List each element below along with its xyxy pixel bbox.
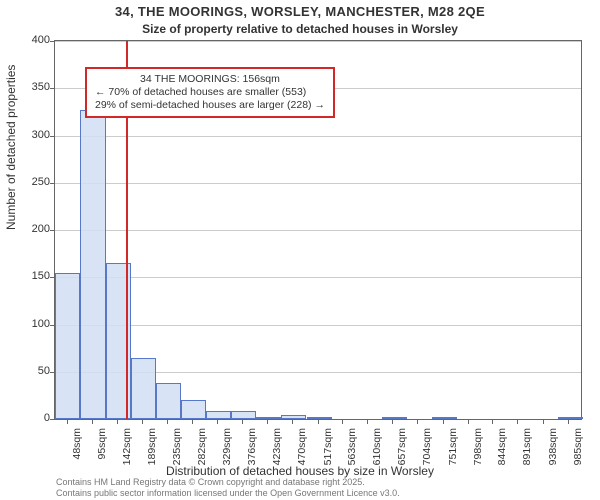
ytick-label: 100 xyxy=(6,318,50,330)
xtick-mark xyxy=(568,419,569,424)
annotation-line: 34 THE MOORINGS: 156sqm xyxy=(95,73,325,86)
xtick-label: 95sqm xyxy=(96,428,108,478)
histogram-bar xyxy=(80,110,105,419)
chart-title: 34, THE MOORINGS, WORSLEY, MANCHESTER, M… xyxy=(0,4,600,19)
xtick-label: 891sqm xyxy=(521,428,533,478)
xtick-label: 517sqm xyxy=(322,428,334,478)
histogram-bar xyxy=(231,411,256,419)
xtick-label: 563sqm xyxy=(346,428,358,478)
histogram-bar xyxy=(382,417,407,419)
chart-container: 34, THE MOORINGS, WORSLEY, MANCHESTER, M… xyxy=(0,0,600,500)
ytick-label: 50 xyxy=(6,365,50,377)
histogram-bar xyxy=(131,358,156,419)
xtick-mark xyxy=(517,419,518,424)
xtick-label: 938sqm xyxy=(547,428,559,478)
xtick-mark xyxy=(167,419,168,424)
xtick-label: 376sqm xyxy=(246,428,258,478)
histogram-bar xyxy=(432,417,457,419)
xtick-mark xyxy=(342,419,343,424)
xtick-mark xyxy=(417,419,418,424)
xtick-label: 985sqm xyxy=(572,428,584,478)
xtick-mark xyxy=(367,419,368,424)
annotation-box: 34 THE MOORINGS: 156sqm← 70% of detached… xyxy=(85,67,335,118)
xtick-label: 844sqm xyxy=(496,428,508,478)
xtick-label: 798sqm xyxy=(472,428,484,478)
xtick-mark xyxy=(242,419,243,424)
plot-area: 34 THE MOORINGS: 156sqm← 70% of detached… xyxy=(54,40,582,420)
ytick-label: 350 xyxy=(6,81,50,93)
ytick-label: 200 xyxy=(6,223,50,235)
xtick-mark xyxy=(292,419,293,424)
ytick-label: 150 xyxy=(6,270,50,282)
annotation-line: ← 70% of detached houses are smaller (55… xyxy=(95,86,325,99)
xtick-label: 704sqm xyxy=(421,428,433,478)
xtick-label: 470sqm xyxy=(296,428,308,478)
footer-line-1: Contains HM Land Registry data © Crown c… xyxy=(56,477,400,487)
histogram-bar xyxy=(156,383,181,419)
xtick-label: 610sqm xyxy=(371,428,383,478)
xtick-label: 235sqm xyxy=(171,428,183,478)
histogram-bar xyxy=(256,417,281,419)
xtick-label: 423sqm xyxy=(271,428,283,478)
xtick-mark xyxy=(192,419,193,424)
xtick-mark xyxy=(543,419,544,424)
xtick-mark xyxy=(67,419,68,424)
xtick-mark xyxy=(217,419,218,424)
xtick-mark xyxy=(117,419,118,424)
footer-line-2: Contains public sector information licen… xyxy=(56,488,400,498)
histogram-bar xyxy=(307,417,332,419)
ytick-label: 250 xyxy=(6,176,50,188)
xtick-label: 329sqm xyxy=(221,428,233,478)
ytick-label: 400 xyxy=(6,34,50,46)
xtick-label: 142sqm xyxy=(121,428,133,478)
ytick-label: 300 xyxy=(6,129,50,141)
xtick-label: 48sqm xyxy=(71,428,83,478)
chart-subtitle: Size of property relative to detached ho… xyxy=(0,22,600,36)
xtick-label: 657sqm xyxy=(396,428,408,478)
annotation-line: 29% of semi-detached houses are larger (… xyxy=(95,99,325,112)
histogram-bar xyxy=(558,417,583,419)
xtick-mark xyxy=(318,419,319,424)
xtick-mark xyxy=(492,419,493,424)
xtick-mark xyxy=(468,419,469,424)
xtick-mark xyxy=(92,419,93,424)
xtick-mark xyxy=(142,419,143,424)
ytick-label: 0 xyxy=(6,412,50,424)
xtick-label: 282sqm xyxy=(196,428,208,478)
histogram-bar xyxy=(55,273,80,419)
xtick-label: 189sqm xyxy=(146,428,158,478)
xtick-label: 751sqm xyxy=(447,428,459,478)
histogram-bar xyxy=(281,415,306,419)
xtick-mark xyxy=(443,419,444,424)
histogram-bar xyxy=(181,400,206,419)
xtick-mark xyxy=(267,419,268,424)
ytick-mark xyxy=(50,419,55,420)
histogram-bar xyxy=(206,411,231,419)
xtick-mark xyxy=(392,419,393,424)
footer-attribution: Contains HM Land Registry data © Crown c… xyxy=(56,477,400,498)
